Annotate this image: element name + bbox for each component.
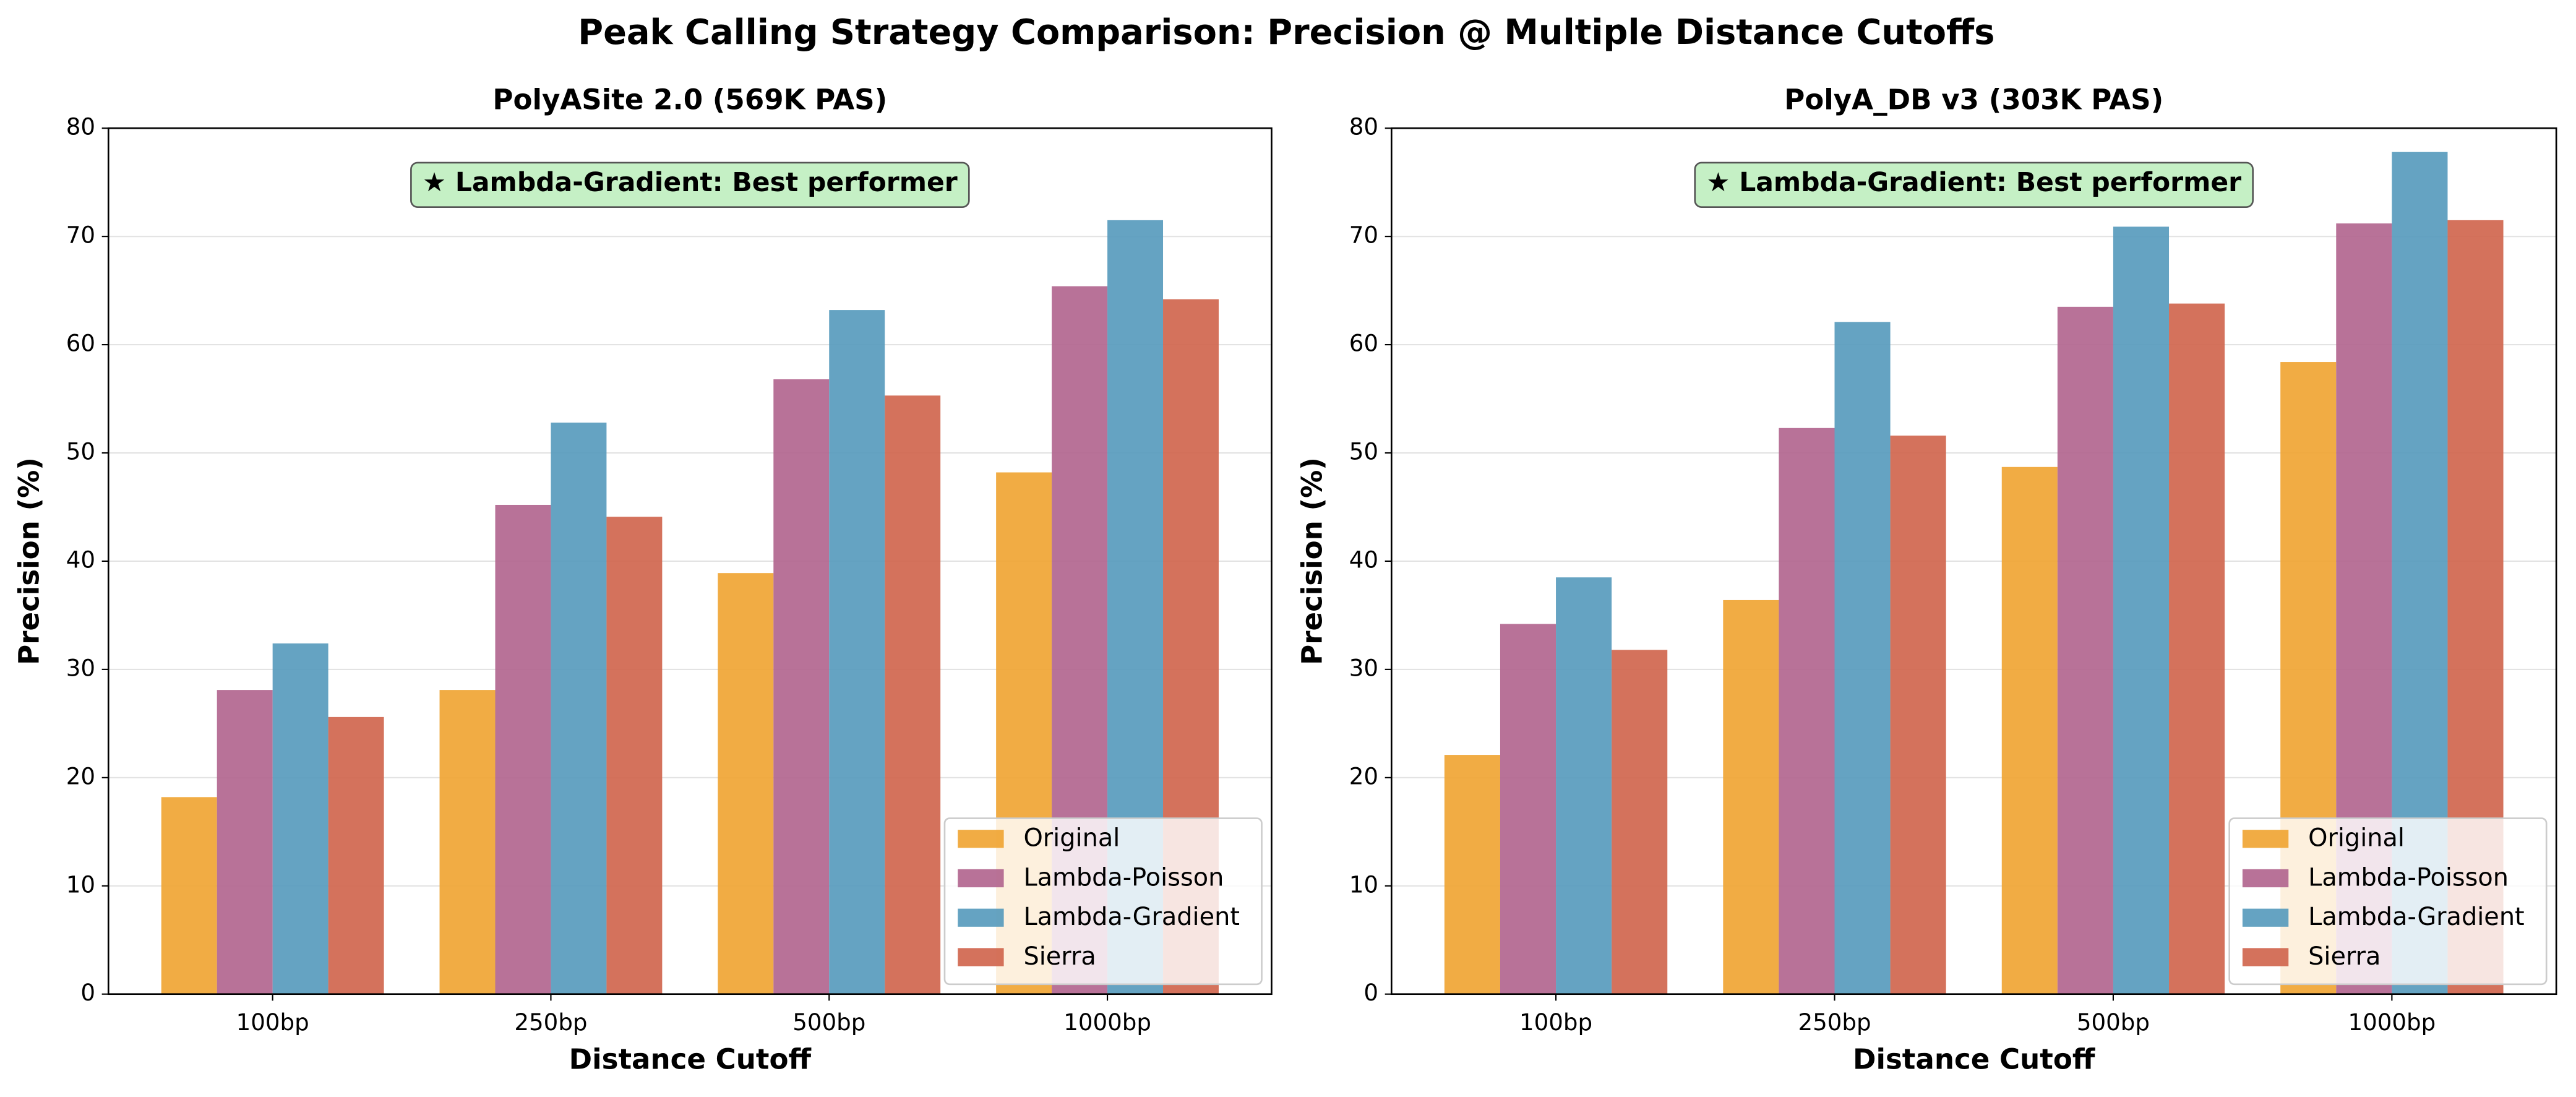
x-axis-label: Distance Cutoff — [1853, 1043, 2095, 1076]
chart-title: PolyA_DB v3 (303K PAS) — [1784, 84, 2163, 116]
bar — [606, 517, 663, 994]
legend-swatch — [2242, 908, 2289, 927]
annotation-box — [1694, 161, 2254, 208]
bar — [1612, 650, 1668, 994]
bar — [1500, 624, 1556, 994]
legend-swatch — [2242, 948, 2289, 966]
y-tick-label: 0 — [1363, 979, 1378, 1006]
y-tick-label: 60 — [1349, 330, 1378, 357]
y-axis-label: Precision (%) — [12, 457, 45, 665]
legend-label: Sierra — [2308, 942, 2381, 971]
bar — [2001, 467, 2058, 994]
annotation-box — [410, 161, 970, 208]
y-tick-label: 10 — [1349, 871, 1378, 898]
bar — [495, 504, 551, 994]
bar — [2057, 306, 2113, 994]
bar — [1834, 322, 1891, 994]
legend-swatch — [958, 830, 1004, 848]
legend-swatch — [958, 869, 1004, 888]
legend-label: Lambda-Gradient — [1023, 903, 1240, 931]
y-tick-label: 50 — [66, 438, 95, 465]
bar — [1779, 428, 1835, 994]
legend-swatch — [2242, 869, 2289, 888]
y-tick-label: 20 — [66, 762, 95, 789]
chart-title: PolyASite 2.0 (569K PAS) — [492, 84, 887, 116]
figure-title: Peak Calling Strategy Comparison: Precis… — [578, 12, 1994, 53]
legend-label: Lambda-Gradient — [2308, 903, 2525, 931]
y-tick-label: 70 — [1349, 222, 1378, 249]
x-tick-label: 100bp — [1519, 1009, 1592, 1036]
bar — [217, 690, 273, 994]
y-tick-label: 20 — [1349, 762, 1378, 789]
y-tick-label: 60 — [66, 330, 95, 357]
legend-swatch — [958, 948, 1004, 966]
legend-box — [2228, 817, 2548, 986]
x-tick-label: 1000bp — [2348, 1009, 2436, 1036]
bar — [272, 643, 328, 994]
bar — [718, 573, 774, 994]
x-tick-label: 100bp — [236, 1009, 309, 1036]
x-axis-label: Distance Cutoff — [569, 1043, 812, 1076]
legend-swatch — [2242, 830, 2289, 848]
annotation: ★ Lambda-Gradient: Best performer — [423, 168, 958, 198]
y-tick-label: 40 — [66, 546, 95, 573]
x-tick-label: 1000bp — [1063, 1009, 1151, 1036]
legend-label: Lambda-Poisson — [2308, 863, 2509, 892]
axes-frame — [1390, 127, 2557, 996]
legend-label: Lambda-Poisson — [1023, 863, 1224, 892]
x-tick-label: 500bp — [2077, 1009, 2150, 1036]
y-tick-label: 80 — [1349, 113, 1378, 140]
legend-label: Original — [2308, 824, 2405, 853]
bar — [1890, 436, 1946, 994]
x-tick-label: 500bp — [792, 1009, 865, 1036]
bar — [1723, 600, 1779, 994]
legend-swatch — [958, 908, 1004, 927]
bar — [439, 690, 496, 994]
y-tick-label: 30 — [1349, 654, 1378, 681]
y-tick-label: 50 — [1349, 438, 1378, 465]
bar — [328, 716, 384, 994]
x-tick-label: 250bp — [1798, 1009, 1871, 1036]
y-tick-label: 70 — [66, 222, 95, 249]
x-tick-label: 250bp — [514, 1009, 587, 1036]
legend-label: Original — [1023, 824, 1120, 853]
bar — [773, 379, 830, 994]
bar — [2113, 226, 2170, 994]
y-tick-label: 30 — [66, 654, 95, 681]
bar — [161, 797, 217, 994]
y-tick-label: 40 — [1349, 546, 1378, 573]
bar — [551, 423, 607, 994]
y-tick-label: 10 — [66, 871, 95, 898]
bar — [885, 395, 941, 994]
y-axis-label: Precision (%) — [1295, 457, 1328, 665]
legend-label: Sierra — [1023, 942, 1096, 971]
annotation: ★ Lambda-Gradient: Best performer — [1706, 168, 2241, 198]
axes-frame — [107, 127, 1273, 996]
y-tick-label: 0 — [80, 979, 95, 1006]
legend-box — [943, 817, 1263, 986]
bar — [1556, 577, 1612, 994]
bar — [1444, 755, 1500, 994]
bar — [2169, 303, 2225, 994]
bar — [829, 310, 885, 994]
y-tick-label: 80 — [66, 113, 95, 140]
